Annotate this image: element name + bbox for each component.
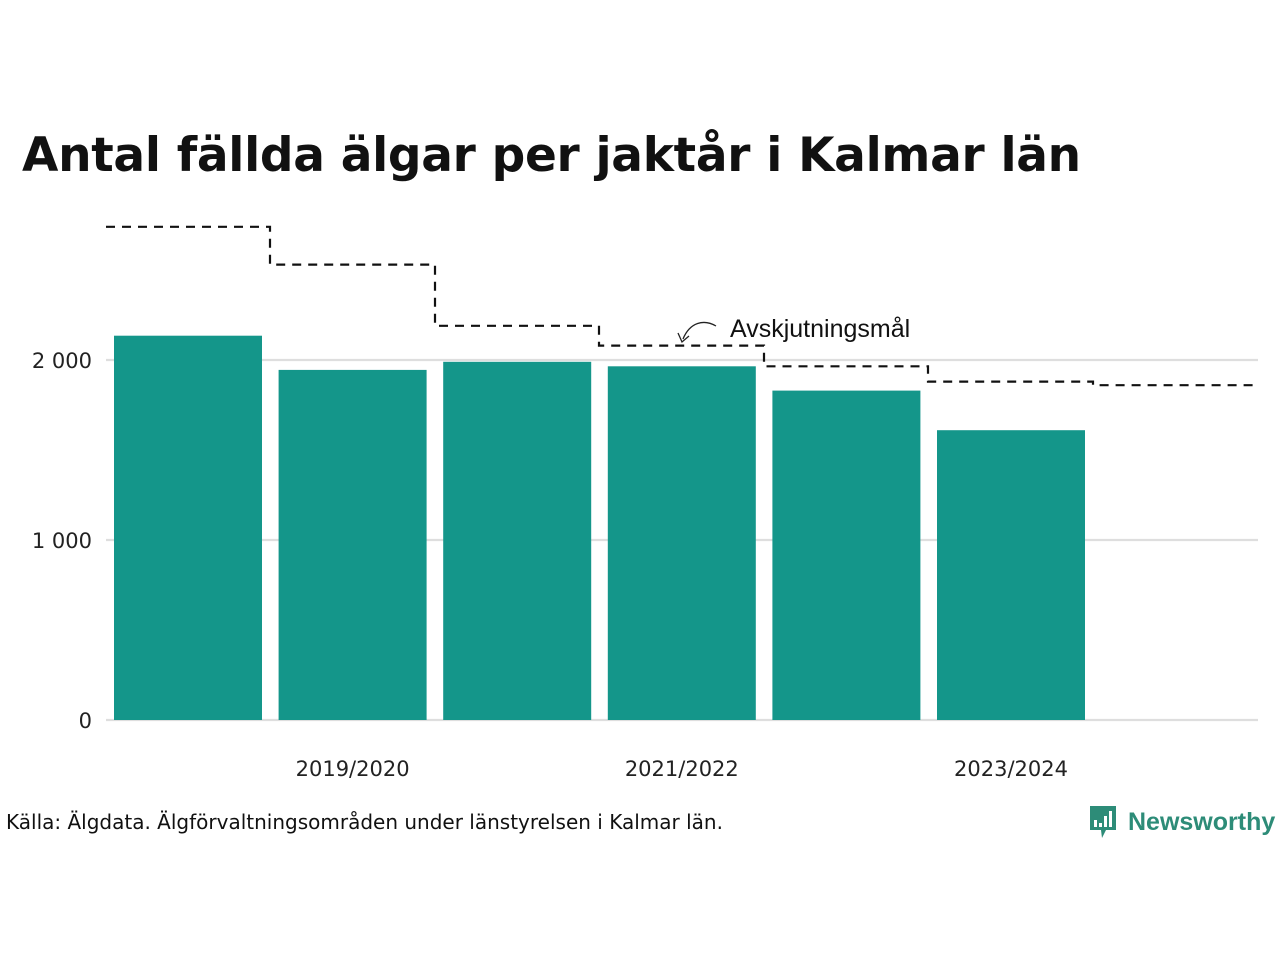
bar-2022-2023 (772, 390, 921, 720)
target-line-label: Avskjutningsmål (730, 315, 910, 343)
brand-logo: Newsworthy (1088, 804, 1275, 840)
target-line (106, 225, 1258, 387)
bars (114, 335, 1085, 720)
brand-name: Newsworthy (1128, 807, 1276, 836)
chart-title: Antal fällda älgar per jaktår i Kalmar l… (22, 128, 1081, 183)
bar-2018-2019 (114, 335, 262, 720)
x-tick-label: 2019/2020 (296, 757, 410, 781)
annotation-arrowhead (677, 332, 690, 344)
x-axis-labels: 2019/2020 2021/2022 2023/2024 (296, 757, 1068, 781)
annotation-arrow (682, 321, 717, 340)
y-tick-label: 0 (79, 709, 92, 733)
bar-2021-2022 (607, 366, 756, 720)
target-step-line (106, 225, 1258, 387)
x-tick-label: 2023/2024 (954, 757, 1068, 781)
y-axis-labels: 0 1 000 2 000 (32, 349, 92, 733)
bar-chart-speech-bubble-icon (1090, 806, 1116, 838)
bar-2020-2021 (443, 361, 592, 720)
y-tick-label: 2 000 (32, 349, 92, 373)
x-tick-label: 2021/2022 (625, 757, 739, 781)
target-annotation: Avskjutningsmål (677, 315, 910, 344)
y-tick-label: 1 000 (32, 529, 92, 553)
bar-2023-2024 (937, 430, 1085, 720)
bar-2019-2020 (278, 369, 427, 720)
source-note: Källa: Älgdata. Älgförvaltningsområden u… (6, 810, 723, 834)
